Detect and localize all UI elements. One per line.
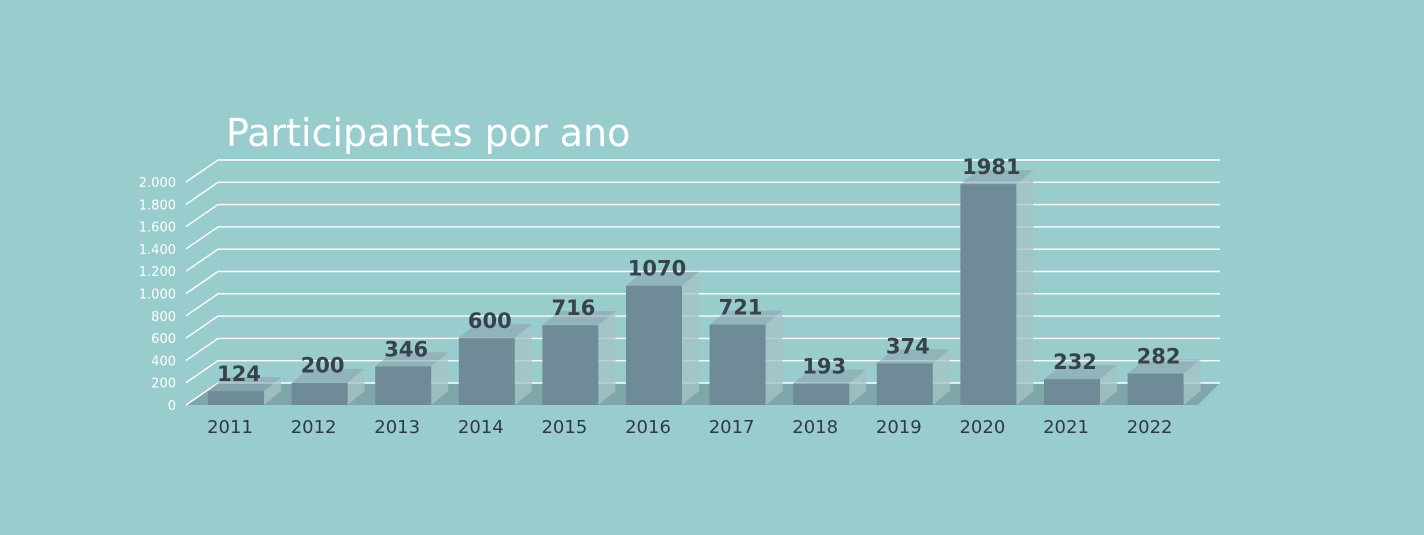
- bar-side: [1016, 170, 1034, 405]
- bar-front: [876, 363, 933, 405]
- bar-top: [291, 368, 365, 383]
- gridline: [185, 337, 1220, 361]
- data-label: 600: [468, 309, 512, 333]
- gridline: [185, 293, 1220, 317]
- bar-2019: [876, 349, 950, 405]
- bar-top: [709, 310, 783, 325]
- gridline: [185, 159, 1220, 183]
- x-tick-label: 2022: [1127, 417, 1173, 438]
- bar-front: [709, 324, 766, 405]
- data-label: 200: [301, 354, 345, 378]
- y-tick-label: 1.200: [139, 265, 176, 280]
- y-tick-label: 1.000: [139, 288, 176, 303]
- bars: [208, 170, 1201, 405]
- bar-2011: [208, 377, 281, 405]
- gridline: [185, 248, 1220, 272]
- x-tick-label: 2019: [876, 417, 922, 438]
- bar-top: [208, 377, 281, 392]
- bar-front: [626, 285, 682, 405]
- bar-front: [458, 338, 515, 405]
- bar-2014: [458, 324, 532, 405]
- bar-front: [208, 391, 264, 405]
- gridline: [185, 181, 1220, 205]
- data-label: 232: [1053, 350, 1097, 374]
- bar-top: [626, 271, 699, 286]
- bar-front: [960, 184, 1017, 405]
- data-label: 1070: [628, 257, 686, 281]
- data-label: 346: [384, 337, 428, 361]
- bar-2017: [709, 310, 783, 405]
- bar-front: [291, 382, 348, 405]
- y-tick-label: 400: [151, 354, 176, 369]
- data-label: 193: [802, 354, 846, 378]
- gridline: [185, 226, 1220, 250]
- bar-top: [375, 352, 449, 367]
- y-axis: 0 200 400 600 800 1.000 1.200 1.400 1.600 1.800 2.…: [139, 176, 176, 414]
- x-tick-label: 2015: [541, 417, 587, 438]
- bar-top: [876, 349, 950, 364]
- bar-2015: [542, 311, 616, 405]
- bar-front: [1044, 379, 1100, 405]
- y-tick-label: 1.400: [139, 243, 176, 258]
- bar-2012: [291, 368, 365, 405]
- y-tick-label: 800: [151, 310, 176, 325]
- x-tick-label: 2016: [625, 417, 671, 438]
- bar-side: [1100, 365, 1117, 405]
- bar-top: [1044, 365, 1117, 380]
- bar-top: [960, 170, 1034, 185]
- bar-side: [514, 324, 532, 405]
- bar-side: [347, 368, 365, 405]
- x-tick-label: 2013: [374, 417, 420, 438]
- bar-top: [542, 311, 616, 326]
- y-tick-label: 1.600: [139, 221, 176, 236]
- data-label: 716: [551, 296, 595, 320]
- data-label: 721: [719, 296, 763, 320]
- bar-side: [598, 311, 616, 405]
- bar-top: [793, 369, 867, 384]
- bar-side: [765, 310, 783, 405]
- x-tick-label: 2017: [709, 417, 755, 438]
- x-tick-label: 2014: [458, 417, 504, 438]
- y-tick-label: 2.000: [139, 176, 176, 191]
- bar-side: [932, 349, 950, 405]
- gridline: [185, 203, 1220, 228]
- bar-top: [458, 324, 532, 339]
- data-label: 374: [886, 334, 930, 358]
- gridline: [185, 315, 1220, 339]
- x-tick-label: 2011: [207, 417, 253, 438]
- bar-2016: [626, 271, 699, 405]
- data-label: 1981: [962, 155, 1020, 179]
- bar-side: [1183, 359, 1201, 405]
- bar-2018: [793, 369, 867, 405]
- bar-2020: [960, 170, 1034, 405]
- x-tick-label: 2012: [291, 417, 337, 438]
- chart-title: Participantes por ano: [226, 111, 630, 155]
- bar-2022: [1127, 359, 1201, 405]
- bar-side: [849, 369, 867, 405]
- y-tick-label: 0: [168, 399, 176, 414]
- y-tick-label: 600: [151, 332, 176, 347]
- x-tick-label: 2018: [792, 417, 838, 438]
- data-label: 282: [1137, 345, 1181, 369]
- data-label: 124: [217, 362, 261, 386]
- gridline: [185, 270, 1220, 295]
- bar-front: [542, 325, 599, 405]
- data-labels: 124 200 346 600 716 1070 721 193 374 1981 232 282: [217, 155, 1180, 386]
- bar-top: [1127, 359, 1201, 374]
- x-axis: 2011 2012 2013 2014 2015 2016 2017 2018 2019 2020…: [207, 417, 1172, 438]
- bar-front: [793, 383, 850, 405]
- bar-2021: [1044, 365, 1117, 405]
- bar-front: [1127, 373, 1184, 405]
- bar-front: [375, 366, 432, 405]
- bar-side: [431, 352, 449, 405]
- x-tick-label: 2020: [959, 417, 1005, 438]
- bar-2013: [375, 352, 449, 405]
- bar-side: [682, 271, 699, 405]
- x-tick-label: 2021: [1043, 417, 1089, 438]
- y-tick-label: 1.800: [139, 198, 176, 213]
- y-tick-label: 200: [151, 377, 176, 392]
- bar-side: [264, 377, 281, 405]
